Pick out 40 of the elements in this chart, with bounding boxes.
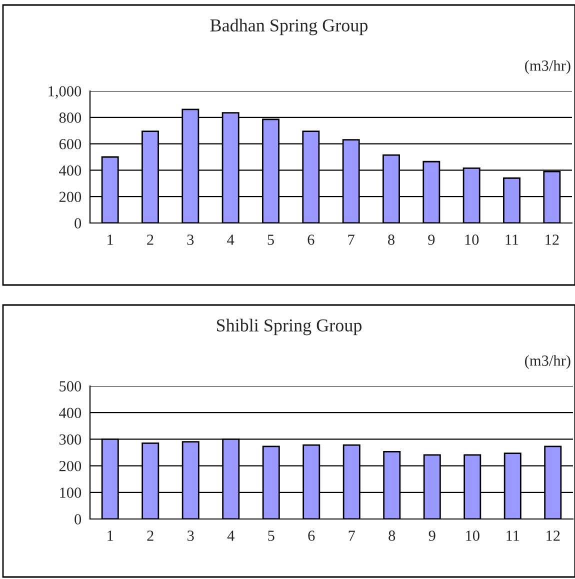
x-tick-label: 9 (428, 234, 435, 245)
text: (m3/hr) (525, 60, 570, 74)
chart-title: Shibli Spring Group (216, 318, 362, 336)
x-tick-label: 11 (506, 234, 518, 245)
y-tick-label: 200 (59, 460, 82, 472)
x-tick-label: 12 (546, 234, 559, 245)
y-tick-label: 500 (60, 381, 82, 392)
x-tick-label: 2 (147, 234, 154, 245)
x-tick-label: 10 (466, 530, 480, 541)
x-tick-label: 2 (147, 530, 154, 541)
y-tick-label: 200 (59, 192, 82, 202)
y-tick-label: 0 (74, 514, 82, 524)
y-tick-label: 100 (60, 488, 82, 498)
x-tick-label: 8 (388, 530, 396, 541)
x-tick-label: 3 (187, 234, 194, 245)
x-tick-label: 4 (227, 530, 234, 541)
x-tick-label: 8 (388, 234, 394, 245)
x-tick-label: 4 (227, 234, 234, 245)
x-tick-label: 1 (108, 234, 113, 245)
x-tick-label: 7 (348, 234, 354, 245)
y-tick-label: 400 (59, 408, 82, 418)
y-tick-label: 600 (59, 138, 82, 150)
y-tick-label: 1,000 (48, 86, 82, 99)
y-tick-label: 400 (59, 165, 82, 176)
x-tick-label: 10 (465, 234, 479, 245)
y-tick-label: 300 (59, 434, 82, 445)
x-tick-label: 9 (428, 530, 436, 541)
y-tick-label: 800 (59, 112, 82, 123)
x-tick-label: 6 (308, 530, 315, 541)
x-tick-label: 11 (506, 530, 520, 541)
x-tick-label: 5 (268, 530, 274, 541)
x-tick-label: 1 (108, 530, 114, 541)
chart-title: Badhan Spring Group (210, 18, 368, 36)
text: (m3/hr) (525, 355, 570, 369)
x-tick-label: 7 (348, 530, 356, 541)
x-tick-label: 3 (188, 530, 194, 541)
x-tick-label: 12 (546, 530, 560, 541)
x-tick-label: 5 (268, 234, 274, 245)
x-tick-label: 6 (308, 234, 314, 245)
y-tick-label: 0 (74, 218, 82, 228)
